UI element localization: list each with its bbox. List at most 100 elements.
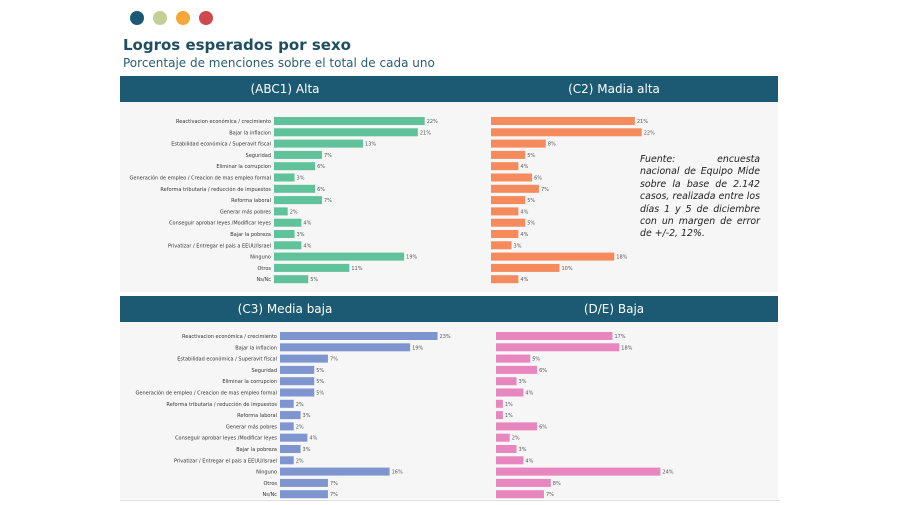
bar <box>491 150 526 159</box>
data-label: 5% <box>316 391 324 397</box>
category-label: Estabilidad económica / Superavit fiscal <box>177 356 277 363</box>
bar <box>496 388 524 397</box>
category-label: Otros <box>263 481 277 487</box>
panel-bg-top <box>120 102 778 292</box>
data-label: 4% <box>303 243 311 249</box>
category-label: Eliminar la corrupcion <box>216 164 271 170</box>
data-label: 21% <box>637 119 648 125</box>
category-label: Ns/Nc <box>256 277 271 283</box>
data-label: 4% <box>309 436 317 442</box>
data-label: 3% <box>519 447 527 453</box>
data-label: 24% <box>662 470 673 476</box>
data-label: 3% <box>297 176 305 182</box>
bar <box>491 184 539 193</box>
bar <box>496 365 538 374</box>
category-label: Reactivacion económica / crecimiento <box>176 118 271 125</box>
data-label: 4% <box>303 221 311 227</box>
category-label: Reforma laboral <box>231 198 271 204</box>
bar <box>491 117 635 125</box>
bar <box>280 490 328 499</box>
bar <box>280 388 315 397</box>
bar <box>491 207 519 216</box>
bar <box>491 263 560 272</box>
data-label: 5% <box>316 379 324 385</box>
category-label: Privatizar / Entregar el país a EEUU/Isr… <box>174 457 277 464</box>
category-label: Reforma laboral <box>237 413 277 419</box>
category-label: Conseguir aprobar leyes /Modificar leyes <box>169 221 271 227</box>
data-label: 7% <box>330 481 338 487</box>
bar <box>274 230 295 238</box>
category-label: Seguridad <box>252 368 277 374</box>
panel-header-c2: (C2) Madia alta <box>450 76 778 102</box>
bar <box>496 422 538 431</box>
data-label: 13% <box>365 142 376 148</box>
bar <box>496 399 503 408</box>
category-label: Eliminar la corrupcion <box>222 379 277 385</box>
bar <box>496 467 661 476</box>
panel-header-abc1: (ABC1) Alta <box>120 76 450 102</box>
bar <box>274 241 302 250</box>
data-label: 4% <box>520 232 528 238</box>
bar <box>280 332 438 340</box>
category-label: Reactivacion económica / crecimiento <box>182 333 277 340</box>
data-label: 3% <box>519 379 527 385</box>
data-label: 6% <box>539 368 547 374</box>
category-label: Seguridad <box>246 153 271 159</box>
bar <box>496 343 620 352</box>
data-label: 5% <box>310 277 318 283</box>
bar <box>274 275 309 284</box>
bar <box>280 433 308 442</box>
bar <box>496 377 517 386</box>
data-label: 2% <box>296 402 304 408</box>
data-label: 5% <box>527 221 535 227</box>
bar <box>491 139 546 148</box>
data-label: 5% <box>527 198 535 204</box>
panel-header-c3: (C3) Media baja <box>120 296 450 322</box>
bar <box>274 184 316 193</box>
data-label: 2% <box>296 458 304 464</box>
category-label: Generar más pobres <box>220 208 272 215</box>
data-label: 6% <box>317 164 325 170</box>
bar <box>491 252 615 261</box>
bar <box>491 162 519 171</box>
category-label: Generación de empleo / Creacion de mas e… <box>136 390 277 397</box>
data-label: 3% <box>303 447 311 453</box>
data-label: 5% <box>527 153 535 159</box>
data-label: 1% <box>505 413 513 419</box>
bar <box>496 456 524 465</box>
category-label: Bajar la inflacion <box>229 130 271 136</box>
category-label: Otros <box>257 266 271 272</box>
bar <box>496 490 544 499</box>
bar <box>274 218 302 227</box>
data-label: 22% <box>427 119 438 125</box>
category-label: Bajar la pobreza <box>230 232 271 238</box>
category-label: Bajar la pobreza <box>236 447 277 453</box>
data-label: 4% <box>525 458 533 464</box>
category-label: Generar más pobres <box>226 423 278 430</box>
bar <box>280 399 294 408</box>
bar <box>491 230 519 238</box>
divider <box>120 500 780 501</box>
category-label: Bajar la inflacion <box>235 345 277 351</box>
bar <box>280 445 301 453</box>
bar <box>496 411 503 420</box>
source-note: Fuente: encuesta nacional de Equipo Mide… <box>640 154 760 240</box>
bar <box>274 252 405 261</box>
data-label: 7% <box>324 198 332 204</box>
category-label: Ninguno <box>256 470 277 476</box>
panel-bg-bottom <box>120 321 778 499</box>
bar <box>274 117 425 125</box>
data-label: 3% <box>297 232 305 238</box>
data-label: 23% <box>440 334 451 340</box>
data-label: 10% <box>562 266 573 272</box>
bar <box>491 275 519 284</box>
data-label: 8% <box>553 481 561 487</box>
data-label: 7% <box>330 357 338 363</box>
decor-dot-3 <box>176 11 190 25</box>
category-label: Privatizar / Entregar el país a EEUU/Isr… <box>168 242 271 249</box>
data-label: 16% <box>392 470 403 476</box>
data-label: 1% <box>505 402 513 408</box>
category-label: Reforma tributaria / reducción de impues… <box>160 186 271 193</box>
bar <box>280 467 390 476</box>
